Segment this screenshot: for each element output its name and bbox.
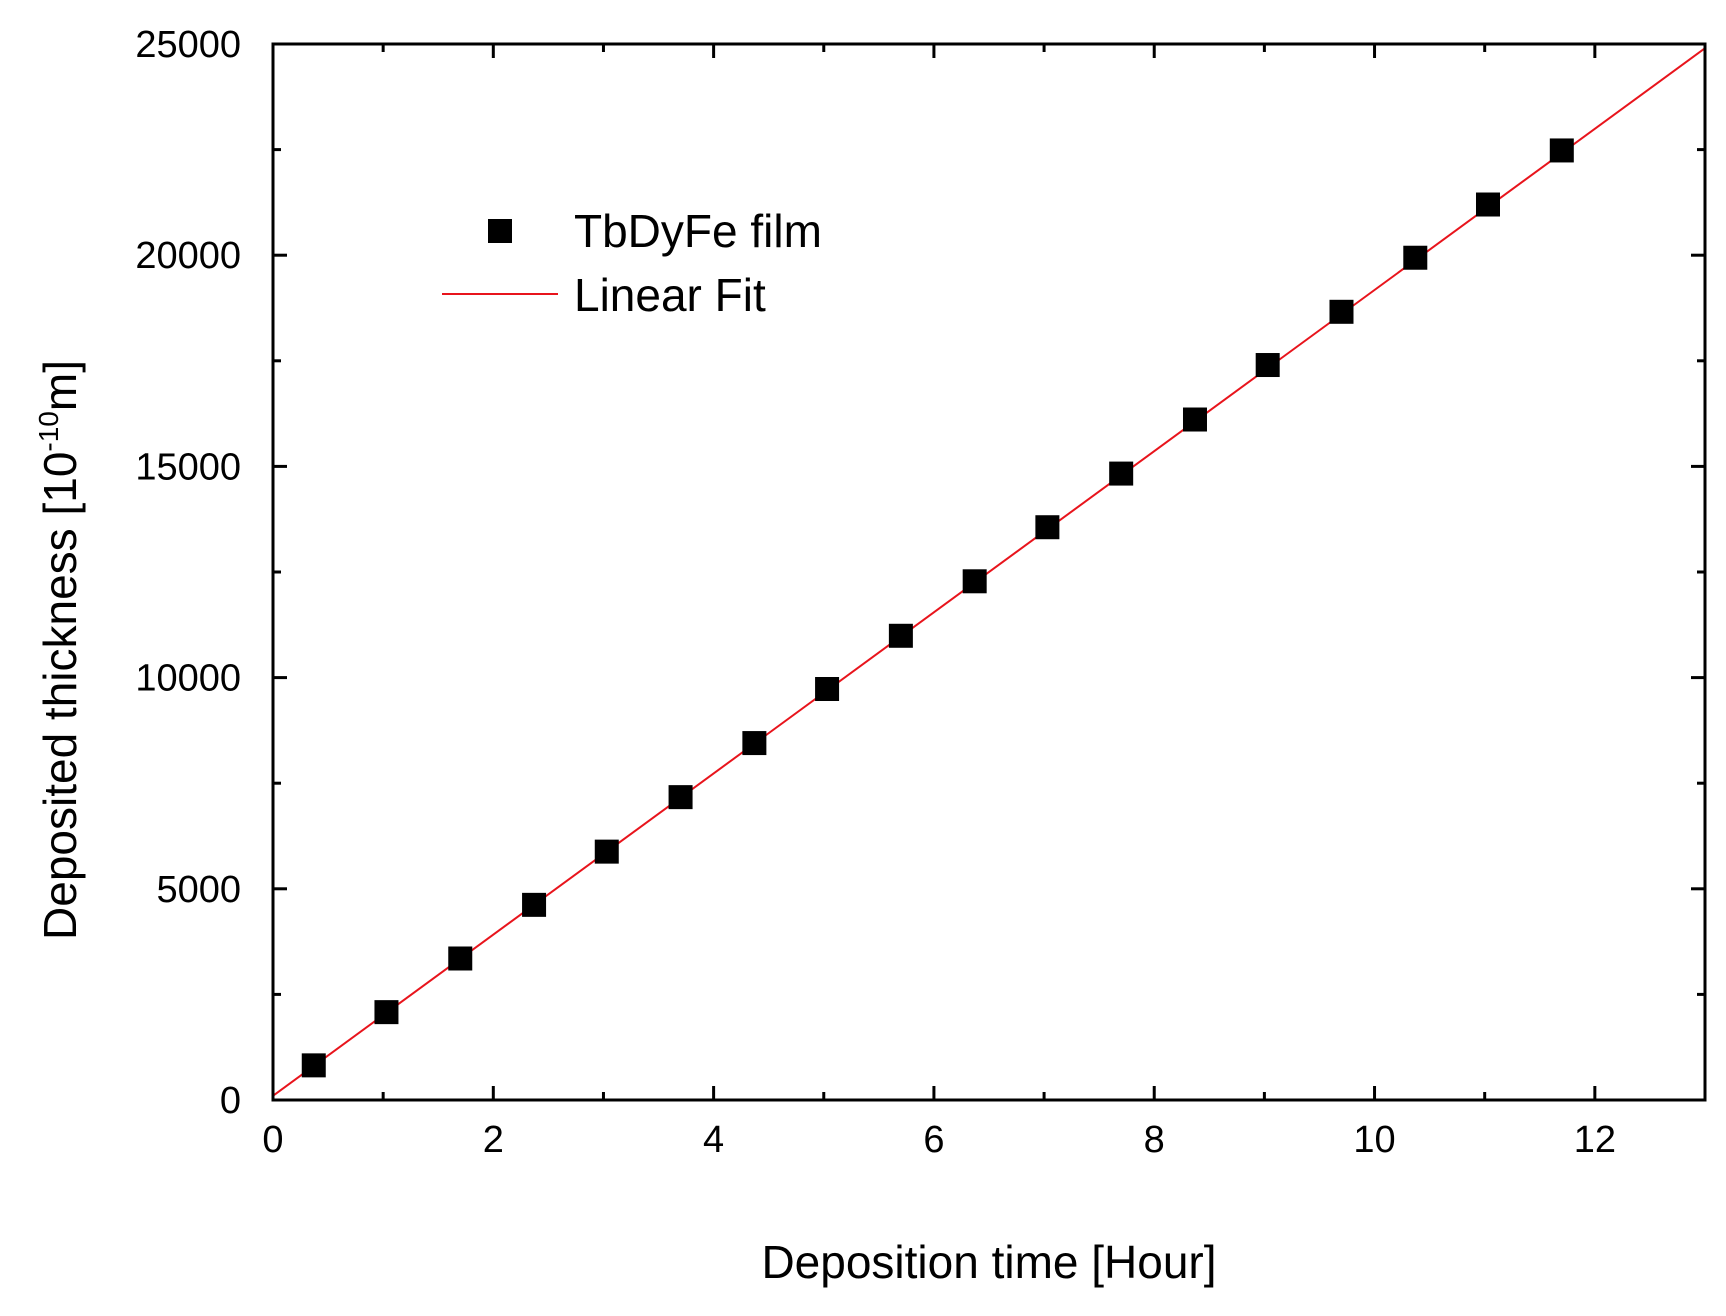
x-tick-label: 10 (1353, 1119, 1395, 1161)
data-point (522, 892, 547, 917)
data-point (1329, 299, 1354, 324)
y-axis-title-suffix: m] (34, 360, 86, 411)
y-tick-label: 5000 (156, 869, 241, 911)
legend-marker-square (488, 219, 512, 243)
y-tick-label: 15000 (135, 446, 241, 488)
x-tick-label: 12 (1574, 1119, 1616, 1161)
data-point (374, 1000, 399, 1025)
data-point (742, 731, 767, 756)
data-point (815, 677, 840, 702)
data-point (1182, 407, 1207, 432)
data-point (1035, 515, 1060, 540)
y-tick-label: 0 (220, 1080, 241, 1122)
y-tick-label: 25000 (135, 24, 241, 66)
x-tick-label: 6 (923, 1119, 944, 1161)
x-axis: 0 2 4 6 8 10 12 (262, 44, 1707, 1161)
legend-label-scatter: TbDyFe film (574, 205, 822, 257)
data-point (962, 569, 987, 594)
data-point (1255, 353, 1280, 378)
data-point (1403, 245, 1428, 270)
data-point (1549, 138, 1574, 163)
x-tick-label: 2 (483, 1119, 504, 1161)
data-point (1109, 461, 1134, 486)
y-axis-title-prefix: Deposited thickness [10 (34, 452, 86, 940)
y-axis: 0 5000 10000 15000 20000 25000 (135, 24, 1705, 1122)
scatter-points (301, 138, 1574, 1078)
x-tick-label: 0 (262, 1119, 283, 1161)
data-point (448, 946, 473, 971)
data-point (668, 785, 693, 810)
y-axis-title-superscript: -10 (33, 411, 64, 451)
x-axis-title: Deposition time [Hour] (761, 1236, 1216, 1288)
fit-line (272, 47, 1706, 1097)
legend: TbDyFe film Linear Fit (442, 205, 822, 321)
y-tick-label: 10000 (135, 658, 241, 700)
data-point (1475, 192, 1500, 217)
x-tick-label: 4 (703, 1119, 724, 1161)
legend-label-fit: Linear Fit (574, 269, 766, 321)
data-point (594, 839, 619, 864)
x-tick-label: 8 (1144, 1119, 1165, 1161)
data-point (888, 623, 913, 648)
data-point (301, 1053, 326, 1078)
y-tick-label: 20000 (135, 235, 241, 277)
y-axis-title: Deposited thickness [10-10m] (33, 360, 86, 940)
